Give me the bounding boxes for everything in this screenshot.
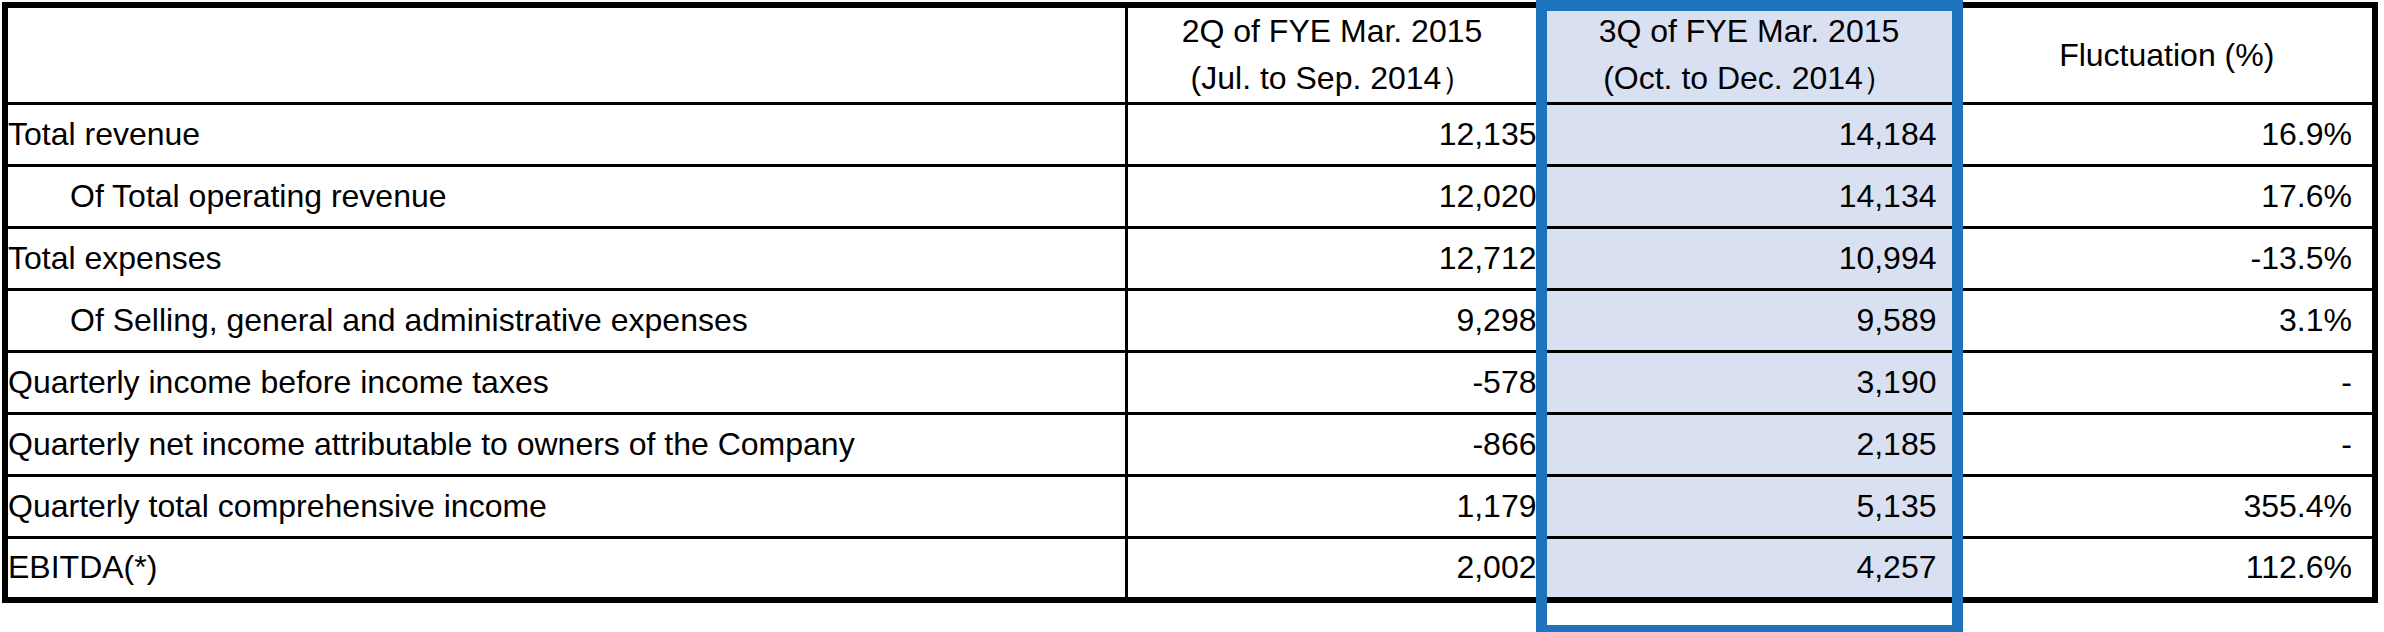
q3-header-line1: 3Q of FYE Mar. 2015 [1540,8,1959,55]
fluctuation-value-cell: 17.6% [1960,166,2375,228]
column-header-q3-highlighted: 3Q of FYE Mar. 2015 (Oct. to Dec. 2014） [1538,5,1960,104]
table-body: Total revenue 12,135 14,184 16.9% Of Tot… [5,104,2375,600]
q3-value-cell: 4,257 [1538,538,1960,600]
row-label-cell: Quarterly net income attributable to own… [5,414,1126,476]
q2-header-line1: 2Q of FYE Mar. 2015 [1128,8,1537,55]
row-label-cell: Total revenue [5,104,1126,166]
quarterly-results-table: 2Q of FYE Mar. 2015 (Jul. to Sep. 2014） … [2,2,2378,603]
row-label-cell: Total expenses [5,228,1126,290]
q3-value-cell: 3,190 [1538,352,1960,414]
q2-header-line2: (Jul. to Sep. 2014） [1128,55,1537,102]
table-row: Quarterly income before income taxes -57… [5,352,2375,414]
row-label-cell: Quarterly income before income taxes [5,352,1126,414]
q3-value-cell: 9,589 [1538,290,1960,352]
q2-value-cell: -578 [1126,352,1538,414]
table-row: Of Selling, general and administrative e… [5,290,2375,352]
q3-value-cell: 10,994 [1538,228,1960,290]
column-header-q2: 2Q of FYE Mar. 2015 (Jul. to Sep. 2014） [1126,5,1538,104]
table-row: Quarterly total comprehensive income 1,1… [5,476,2375,538]
q2-value-cell: 12,020 [1126,166,1538,228]
q2-value-cell: 9,298 [1126,290,1538,352]
row-label-cell: Of Total operating revenue [5,166,1126,228]
q3-header-line2: (Oct. to Dec. 2014） [1540,55,1959,102]
row-label-cell: EBITDA(*) [5,538,1126,600]
fluctuation-value-cell: 3.1% [1960,290,2375,352]
column-header-fluctuation: Fluctuation (%) [1960,5,2375,104]
row-label-cell: Quarterly total comprehensive income [5,476,1126,538]
row-label-cell: Of Selling, general and administrative e… [5,290,1126,352]
q2-value-cell: -866 [1126,414,1538,476]
q3-value-cell: 5,135 [1538,476,1960,538]
fluctuation-value-cell: -13.5% [1960,228,2375,290]
fluctuation-value-cell: 355.4% [1960,476,2375,538]
fluctuation-value-cell: 16.9% [1960,104,2375,166]
q2-value-cell: 12,135 [1126,104,1538,166]
q2-value-cell: 12,712 [1126,228,1538,290]
table-row: Total expenses 12,712 10,994 -13.5% [5,228,2375,290]
table-row: EBITDA(*) 2,002 4,257 112.6% [5,538,2375,600]
table-header: 2Q of FYE Mar. 2015 (Jul. to Sep. 2014） … [5,5,2375,104]
q3-value-cell: 2,185 [1538,414,1960,476]
q3-value-cell: 14,134 [1538,166,1960,228]
fluctuation-value-cell: 112.6% [1960,538,2375,600]
fluctuation-value-cell: - [1960,414,2375,476]
table-row: Total revenue 12,135 14,184 16.9% [5,104,2375,166]
fluctuation-value-cell: - [1960,352,2375,414]
empty-corner-cell [5,5,1126,104]
table-row: Of Total operating revenue 12,020 14,134… [5,166,2375,228]
q3-value-cell: 14,184 [1538,104,1960,166]
q2-value-cell: 2,002 [1126,538,1538,600]
quarterly-results-canvas: 2Q of FYE Mar. 2015 (Jul. to Sep. 2014） … [0,0,2384,632]
q2-value-cell: 1,179 [1126,476,1538,538]
table-row: Quarterly net income attributable to own… [5,414,2375,476]
header-row: 2Q of FYE Mar. 2015 (Jul. to Sep. 2014） … [5,5,2375,104]
